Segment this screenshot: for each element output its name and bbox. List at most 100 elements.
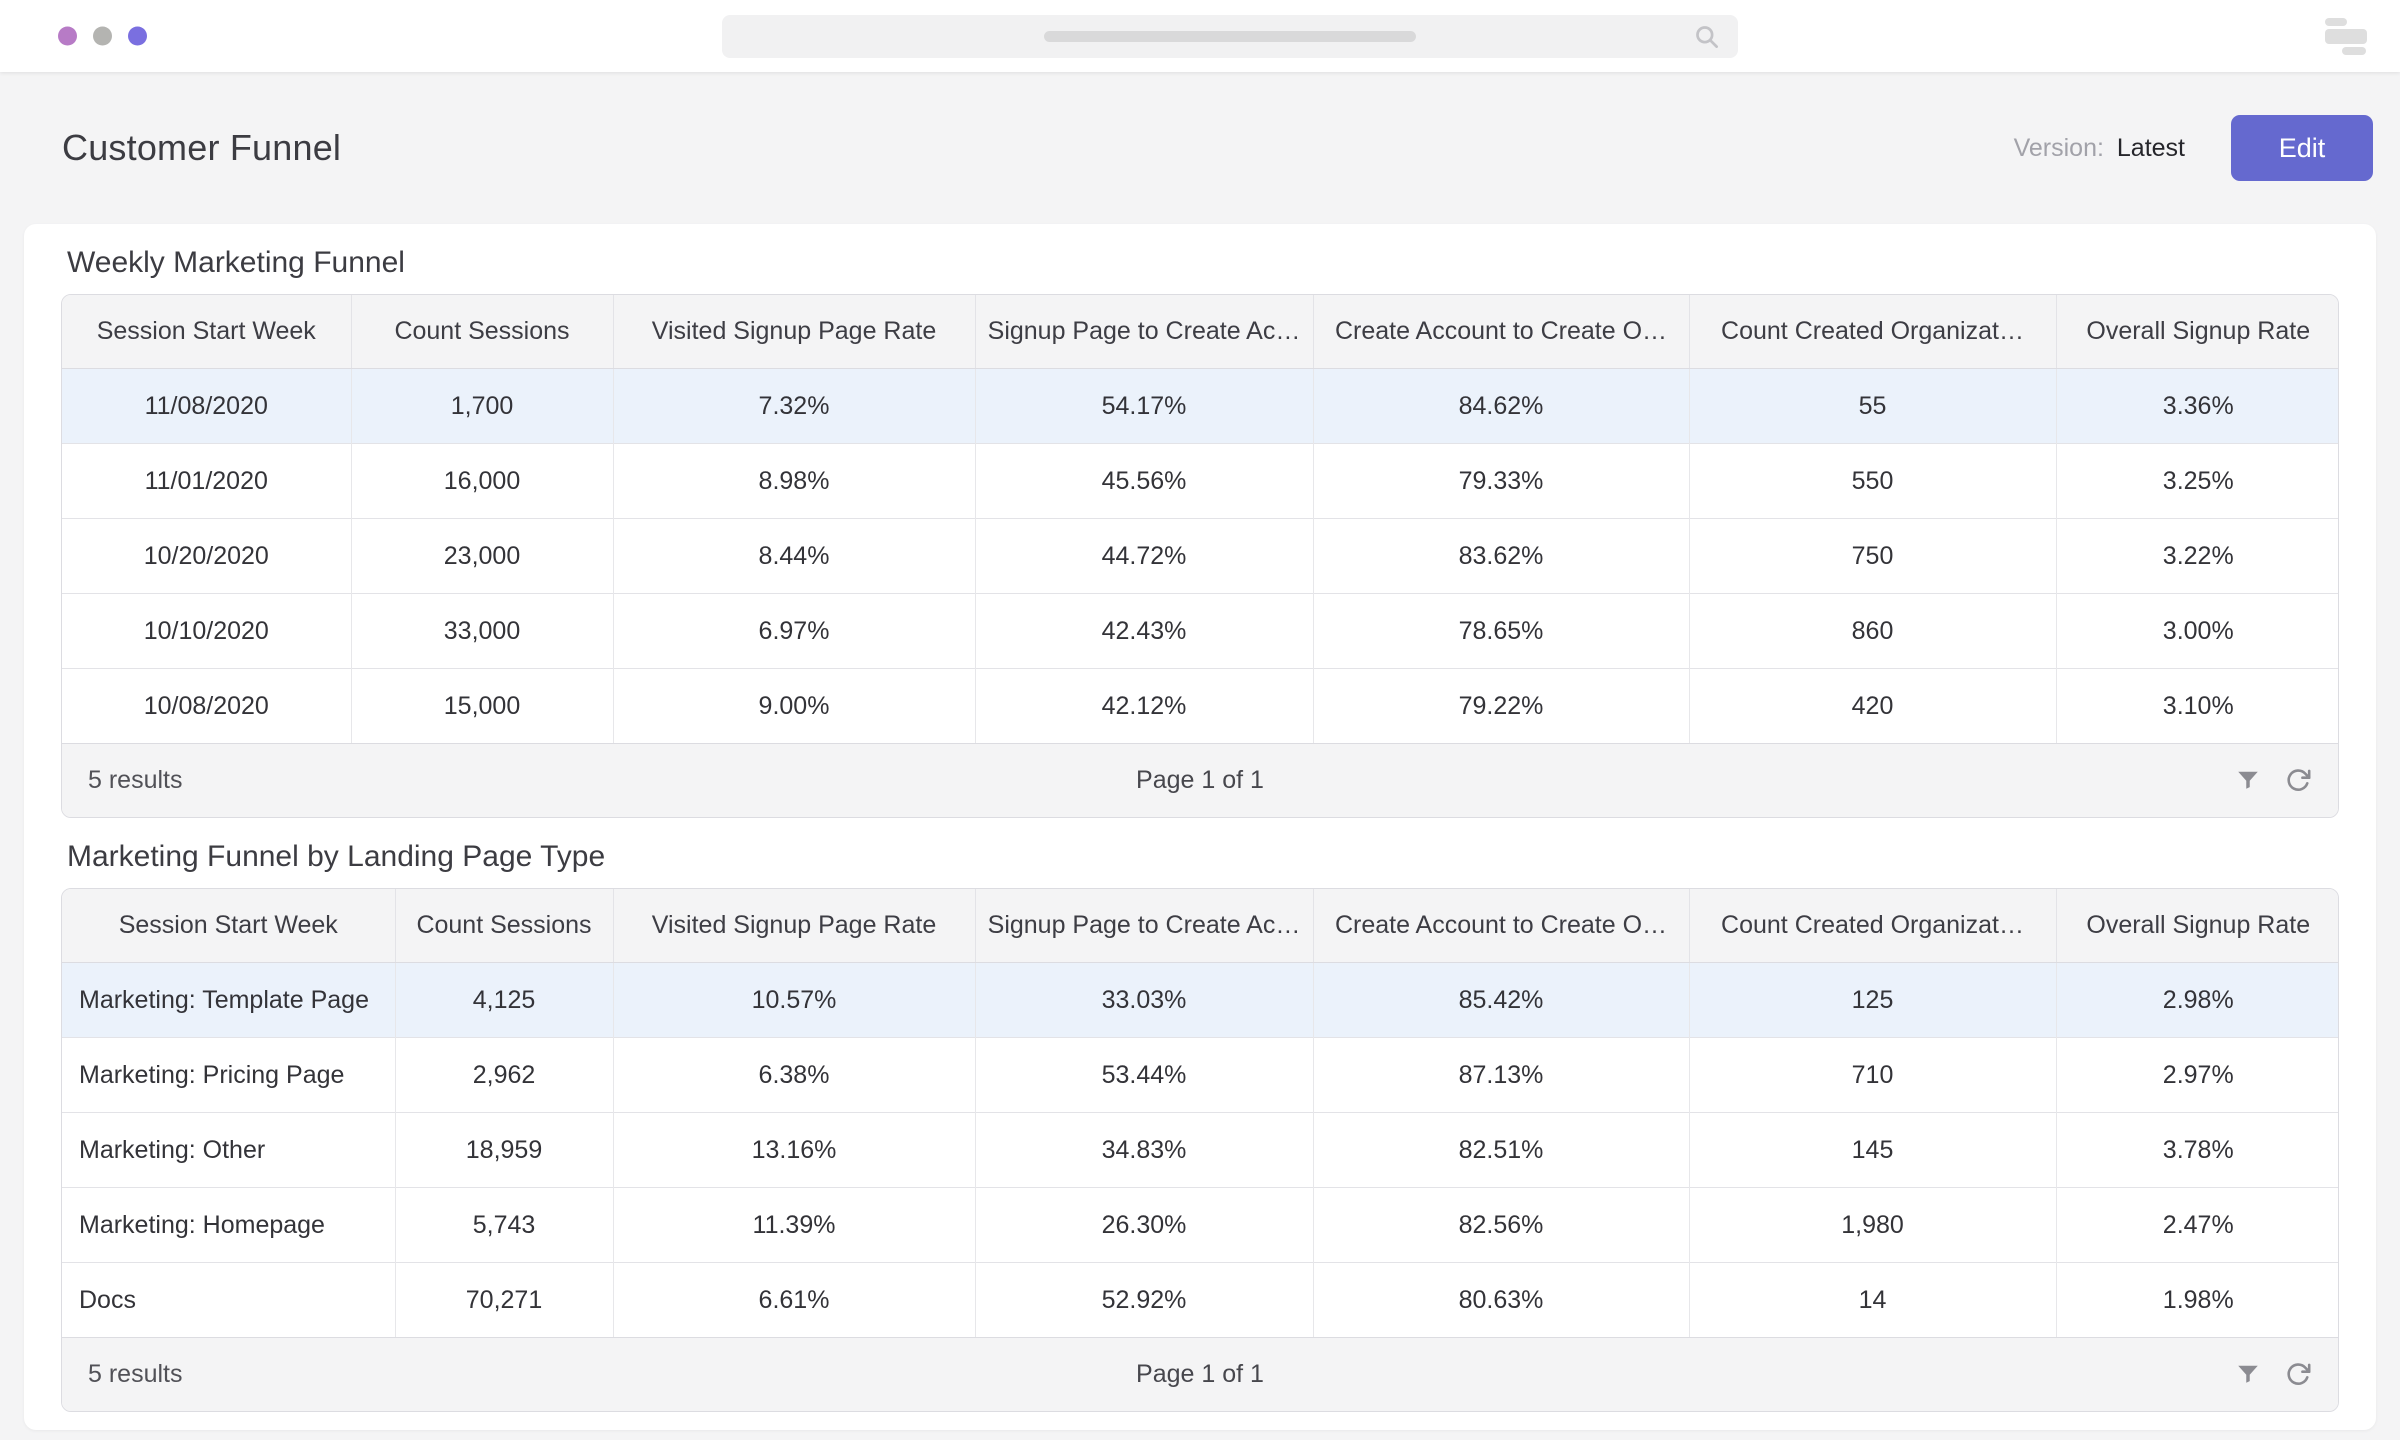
search-icon[interactable] — [1693, 23, 1720, 50]
table-header-row: Session Start Week Count Sessions Visited … — [62, 889, 2338, 963]
table-cell: 11.39% — [612, 1187, 975, 1263]
table-cell: 10/10/2020 — [62, 593, 351, 669]
column-header[interactable]: Overall Signup Rate — [2055, 889, 2338, 963]
table-cell: 14 — [1688, 1262, 2056, 1338]
column-header[interactable]: Create Account to Create O… — [1312, 295, 1689, 369]
table-header-row: Session Start Week Count Sessions Visited … — [62, 295, 2338, 369]
table-cell: 34.83% — [974, 1112, 1313, 1188]
column-header[interactable]: Count Created Organizat… — [1688, 295, 2056, 369]
table-cell: 79.22% — [1312, 668, 1689, 744]
table-title: Weekly Marketing Funnel — [67, 246, 405, 279]
table-cell: 85.42% — [1312, 962, 1689, 1038]
table-cell: 42.12% — [974, 668, 1313, 744]
table-cell: 2,962 — [394, 1037, 613, 1113]
table-cell: 8.98% — [612, 443, 975, 519]
table-row: Marketing: Other 18,959 13.16% 34.83% 82.51%… — [62, 1112, 2338, 1188]
table-cell: 3.78% — [2055, 1112, 2338, 1188]
table-cell: 6.97% — [612, 593, 975, 669]
column-header[interactable]: Count Sessions — [394, 889, 613, 963]
results-count: 5 results — [88, 766, 183, 794]
column-header[interactable]: Overall Signup Rate — [2055, 295, 2338, 369]
edit-button[interactable]: Edit — [2231, 115, 2373, 181]
table-cell: Docs — [62, 1262, 395, 1338]
refresh-icon[interactable] — [2285, 767, 2312, 794]
table-cell: Marketing: Other — [62, 1112, 395, 1188]
table-row: Marketing: Template Page 4,125 10.57% 33.03… — [62, 962, 2338, 1038]
table-cell: 7.32% — [612, 368, 975, 444]
table-cell: Marketing: Pricing Page — [62, 1037, 395, 1113]
table-cell: 13.16% — [612, 1112, 975, 1188]
table-cell: 78.65% — [1312, 593, 1689, 669]
filter-funnel-icon[interactable] — [2235, 1362, 2261, 1388]
table-cell: 125 — [1688, 962, 2056, 1038]
table-footer-actions — [2235, 1361, 2312, 1388]
column-header[interactable]: Session Start Week — [62, 889, 395, 963]
table-cell: 83.62% — [1312, 518, 1689, 594]
page-header: Customer Funnel Version: Latest Edit — [0, 72, 2400, 224]
table-cell: 420 — [1688, 668, 2056, 744]
table-cell: 8.44% — [612, 518, 975, 594]
window-dot-indigo[interactable] — [128, 26, 147, 46]
table-cell: 1.98% — [2055, 1262, 2338, 1338]
table-footer-actions — [2235, 767, 2312, 794]
table-cell: 33,000 — [350, 593, 613, 669]
top-bar — [0, 0, 2400, 72]
table-cell: 15,000 — [350, 668, 613, 744]
table-cell: 70,271 — [394, 1262, 613, 1338]
page-indicator: Page 1 of 1 — [1136, 1360, 1264, 1388]
window-dot-gray[interactable] — [93, 26, 112, 46]
table-cell: 52.92% — [974, 1262, 1313, 1338]
table-cell: 6.61% — [612, 1262, 975, 1338]
table-cell: 710 — [1688, 1037, 2056, 1113]
search-placeholder-bar — [1044, 31, 1416, 42]
column-header[interactable]: Session Start Week — [62, 295, 351, 369]
page-indicator: Page 1 of 1 — [1136, 766, 1264, 794]
window-layout-icon[interactable] — [2325, 18, 2369, 55]
version-value: Latest — [2116, 133, 2185, 162]
table-cell: 11/08/2020 — [62, 368, 351, 444]
page-title: Customer Funnel — [62, 127, 342, 168]
table-cell: 53.44% — [974, 1037, 1313, 1113]
column-header[interactable]: Count Created Organizat… — [1688, 889, 2056, 963]
table-cell: 10/20/2020 — [62, 518, 351, 594]
version-label: Version: — [2013, 133, 2104, 162]
window-dot-purple[interactable] — [58, 26, 77, 46]
table-cell: Marketing: Homepage — [62, 1187, 395, 1263]
table-footer: 5 results Page 1 of 1 — [62, 1338, 2338, 1411]
table-cell: 3.00% — [2055, 593, 2338, 669]
table-cell: 550 — [1688, 443, 2056, 519]
table-cell: 3.22% — [2055, 518, 2338, 594]
refresh-icon[interactable] — [2285, 1361, 2312, 1388]
column-header[interactable]: Create Account to Create O… — [1312, 889, 1689, 963]
table-cell: 26.30% — [974, 1187, 1313, 1263]
table-cell: 6.38% — [612, 1037, 975, 1113]
table-row: 10/10/2020 33,000 6.97% 42.43% 78.65% 860 3.00… — [62, 593, 2338, 669]
table-cell: 2.97% — [2055, 1037, 2338, 1113]
table-cell: 23,000 — [350, 518, 613, 594]
column-header[interactable]: Count Sessions — [350, 295, 613, 369]
table-row: 10/08/2020 15,000 9.00% 42.12% 79.22% 420 3.10… — [62, 668, 2338, 744]
table-cell: 860 — [1688, 593, 2056, 669]
filter-funnel-icon[interactable] — [2235, 768, 2261, 794]
data-table: Session Start Week Count Sessions Visited … — [61, 888, 2339, 1412]
table-cell: 145 — [1688, 1112, 2056, 1188]
table-cell: 750 — [1688, 518, 2056, 594]
table-row: 10/20/2020 23,000 8.44% 44.72% 83.62% 750 3.22… — [62, 518, 2338, 594]
table-row: Docs 70,271 6.61% 52.92% 80.63% 14 1.98% — [62, 1262, 2338, 1338]
column-header[interactable]: Signup Page to Create Ac… — [974, 295, 1313, 369]
column-header[interactable]: Visited Signup Page Rate — [612, 295, 975, 369]
table-cell: 10/08/2020 — [62, 668, 351, 744]
column-header[interactable]: Signup Page to Create Ac… — [974, 889, 1313, 963]
table-row: Marketing: Pricing Page 2,962 6.38% 53.44% 8… — [62, 1037, 2338, 1113]
table-section: Marketing Funnel by Landing Page Type Se… — [61, 840, 2339, 1412]
table-cell: 1,980 — [1688, 1187, 2056, 1263]
table-row: Marketing: Homepage 5,743 11.39% 26.30% 82.5… — [62, 1187, 2338, 1263]
search-bar[interactable] — [722, 15, 1738, 58]
table-section: Weekly Marketing Funnel Session Start We… — [61, 246, 2339, 818]
table-cell: 42.43% — [974, 593, 1313, 669]
table-cell: 84.62% — [1312, 368, 1689, 444]
column-header[interactable]: Visited Signup Page Rate — [612, 889, 975, 963]
table-footer: 5 results Page 1 of 1 — [62, 744, 2338, 817]
table-cell: 79.33% — [1312, 443, 1689, 519]
table-cell: 55 — [1688, 368, 2056, 444]
